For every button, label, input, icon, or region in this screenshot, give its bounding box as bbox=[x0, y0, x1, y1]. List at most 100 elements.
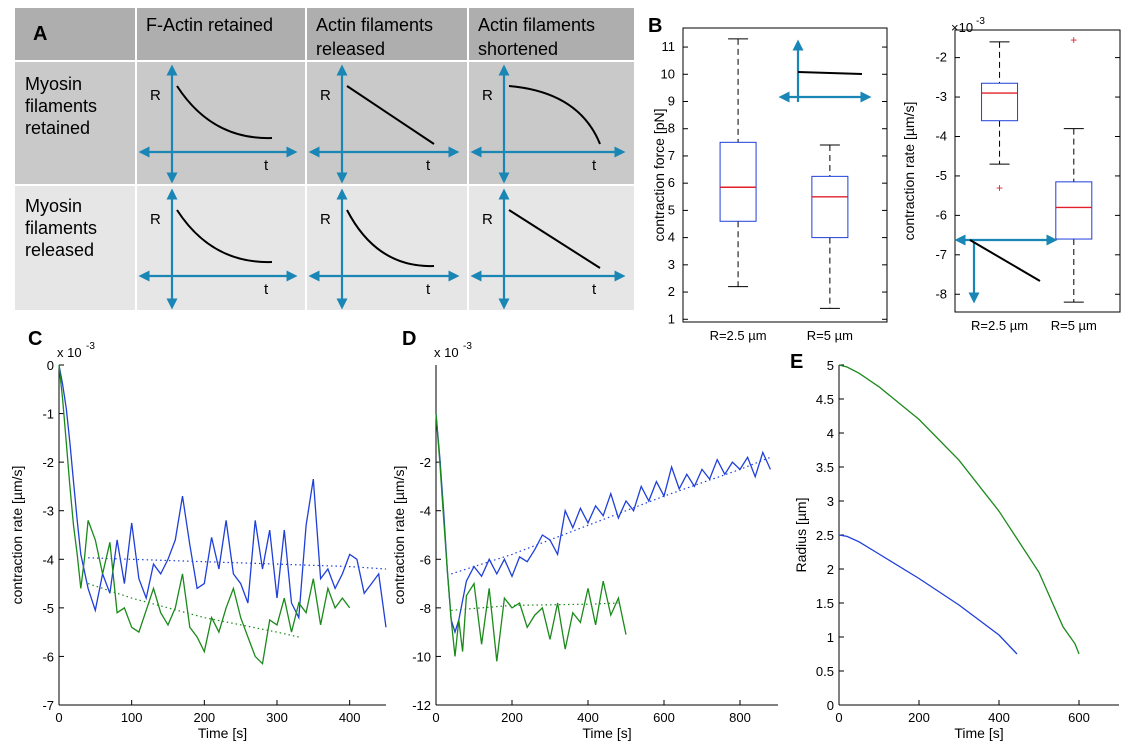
sketch-r-label: R bbox=[320, 87, 331, 104]
x-tick-label: 400 bbox=[577, 710, 599, 725]
x-tick-label: 600 bbox=[653, 710, 675, 725]
table-row-myosin-released bbox=[15, 186, 634, 310]
trend-line bbox=[88, 557, 387, 570]
sketch-curve bbox=[508, 209, 601, 269]
y-tick-label: 0 bbox=[47, 358, 54, 373]
panel-label-e: E bbox=[790, 351, 803, 373]
y-tick-label: -5 bbox=[935, 168, 947, 183]
y-tick-label: 10 bbox=[661, 66, 675, 81]
y-tick-label: -2 bbox=[419, 455, 431, 470]
trend-line bbox=[87, 583, 299, 638]
sketch-r-label: R bbox=[150, 87, 161, 104]
y-tick-label: 3.5 bbox=[816, 460, 834, 475]
exponent-label: x 10 bbox=[57, 345, 82, 360]
trend-line bbox=[451, 456, 771, 575]
outlier: + bbox=[996, 181, 1003, 195]
y-tick-label: 4.5 bbox=[816, 392, 834, 407]
inset-schematic-rate bbox=[954, 234, 1058, 304]
sketch-t-label: t bbox=[264, 281, 269, 298]
y-tick-label: -4 bbox=[935, 128, 947, 143]
y-tick-label: 0.5 bbox=[816, 664, 834, 679]
y-tick-label: -6 bbox=[42, 649, 54, 664]
box bbox=[811, 175, 849, 239]
sketch-r-label: R bbox=[150, 211, 161, 228]
box bbox=[1055, 181, 1093, 240]
table-row-myosin-retained bbox=[15, 62, 634, 184]
y-tick-label: -10 bbox=[412, 649, 431, 664]
y-axis-label: contraction force [pN] bbox=[651, 108, 667, 241]
sketch-t-label: t bbox=[592, 157, 597, 174]
x-tick-label: 400 bbox=[339, 710, 361, 725]
series-line bbox=[838, 534, 1018, 655]
x-tick-label: 200 bbox=[193, 710, 215, 725]
outlier: + bbox=[1070, 33, 1077, 47]
x-tick-label: R=5 µm bbox=[807, 328, 853, 343]
y-tick-label: -6 bbox=[419, 552, 431, 567]
y-tick-label: -7 bbox=[42, 698, 54, 713]
y-tick-label: 1 bbox=[668, 311, 675, 326]
y-axis-label: contraction rate [µm/s] bbox=[9, 466, 25, 605]
x-axis-label: Time [s] bbox=[198, 725, 247, 741]
x-axis-label: Time [s] bbox=[954, 725, 1003, 741]
y-axis-label: Radius [µm] bbox=[793, 498, 809, 573]
chart-e-radius: 0 0.5 1 1.5 2 2.5 3 3.5 4 4.5 5 0 200 400 600 Time [s] R… bbox=[793, 358, 1119, 741]
y-axis-label: contraction rate [µm/s] bbox=[901, 102, 917, 241]
y-tick-label: 6 bbox=[668, 175, 675, 190]
series-line bbox=[838, 364, 1080, 655]
x-tick-label: 0 bbox=[432, 710, 439, 725]
panel-label-c: C bbox=[28, 328, 42, 350]
exponent-power: -3 bbox=[86, 341, 95, 352]
exponent-label: x 10 bbox=[434, 345, 459, 360]
y-tick-label: 3 bbox=[668, 257, 675, 272]
sketch-t-label: t bbox=[426, 157, 431, 174]
sketch-curve bbox=[176, 85, 273, 140]
y-tick-label: -4 bbox=[42, 552, 54, 567]
y-tick-label: -8 bbox=[419, 601, 431, 616]
y-tick-label: 9 bbox=[668, 94, 675, 109]
panel-label-b: B bbox=[648, 15, 662, 37]
table-cell-sketches: Rt Rt Rt Rt Rt Rt bbox=[138, 64, 626, 310]
sketch-t-label: t bbox=[592, 281, 597, 298]
y-tick-label: 0 bbox=[827, 698, 834, 713]
y-tick-label: -2 bbox=[42, 455, 54, 470]
x-tick-label: 200 bbox=[908, 710, 930, 725]
series-line bbox=[58, 364, 387, 628]
sketch-t-label: t bbox=[264, 157, 269, 174]
y-tick-label: 1.5 bbox=[816, 596, 834, 611]
series-line bbox=[58, 364, 351, 666]
table-header-row bbox=[15, 8, 634, 60]
y-tick-label: 8 bbox=[668, 121, 675, 136]
panel-label-d: D bbox=[402, 328, 416, 350]
sketch-curve bbox=[346, 209, 435, 268]
x-tick-label: 100 bbox=[121, 710, 143, 725]
exponent-power: -3 bbox=[463, 341, 472, 352]
y-tick-label: 4 bbox=[668, 230, 675, 245]
y-tick-label: -8 bbox=[935, 286, 947, 301]
inset-schematic-force bbox=[778, 39, 872, 103]
x-tick-label: R=2.5 µm bbox=[710, 328, 767, 343]
chart-b-contraction-rate: -8 -7 -6 -5 -4 -3 -2 + R=2.5 µm + R=5 µm contractio… bbox=[901, 16, 1121, 333]
plot-frame bbox=[682, 27, 888, 323]
table-col-header-3: Actin filaments shortened bbox=[478, 15, 600, 59]
y-tick-label: 4 bbox=[827, 426, 834, 441]
y-tick-label: 2 bbox=[827, 562, 834, 577]
table-row-header-1: Myosin filaments retained bbox=[25, 74, 102, 138]
y-tick-label: -3 bbox=[935, 89, 947, 104]
y-tick-label: -2 bbox=[935, 50, 947, 65]
y-axis-label: contraction rate [µm/s] bbox=[391, 466, 407, 605]
panel-a-table: A F-Actin retained Actin filaments relea… bbox=[15, 8, 634, 310]
y-tick-label: -12 bbox=[412, 698, 431, 713]
y-tick-label: -4 bbox=[419, 504, 431, 519]
x-axis-label: Time [s] bbox=[582, 725, 631, 741]
table-row-header-2: Myosin filaments released bbox=[25, 196, 102, 260]
sketch-curve bbox=[176, 209, 273, 264]
y-tick-label: 1 bbox=[827, 630, 834, 645]
y-tick-label: 5 bbox=[827, 358, 834, 373]
box bbox=[981, 82, 1019, 122]
series-line bbox=[435, 413, 771, 635]
y-tick-label: -6 bbox=[935, 207, 947, 222]
table-col-header-1: F-Actin retained bbox=[146, 15, 273, 35]
panel-label-a: A bbox=[33, 23, 47, 45]
sketch-curve bbox=[346, 85, 435, 145]
